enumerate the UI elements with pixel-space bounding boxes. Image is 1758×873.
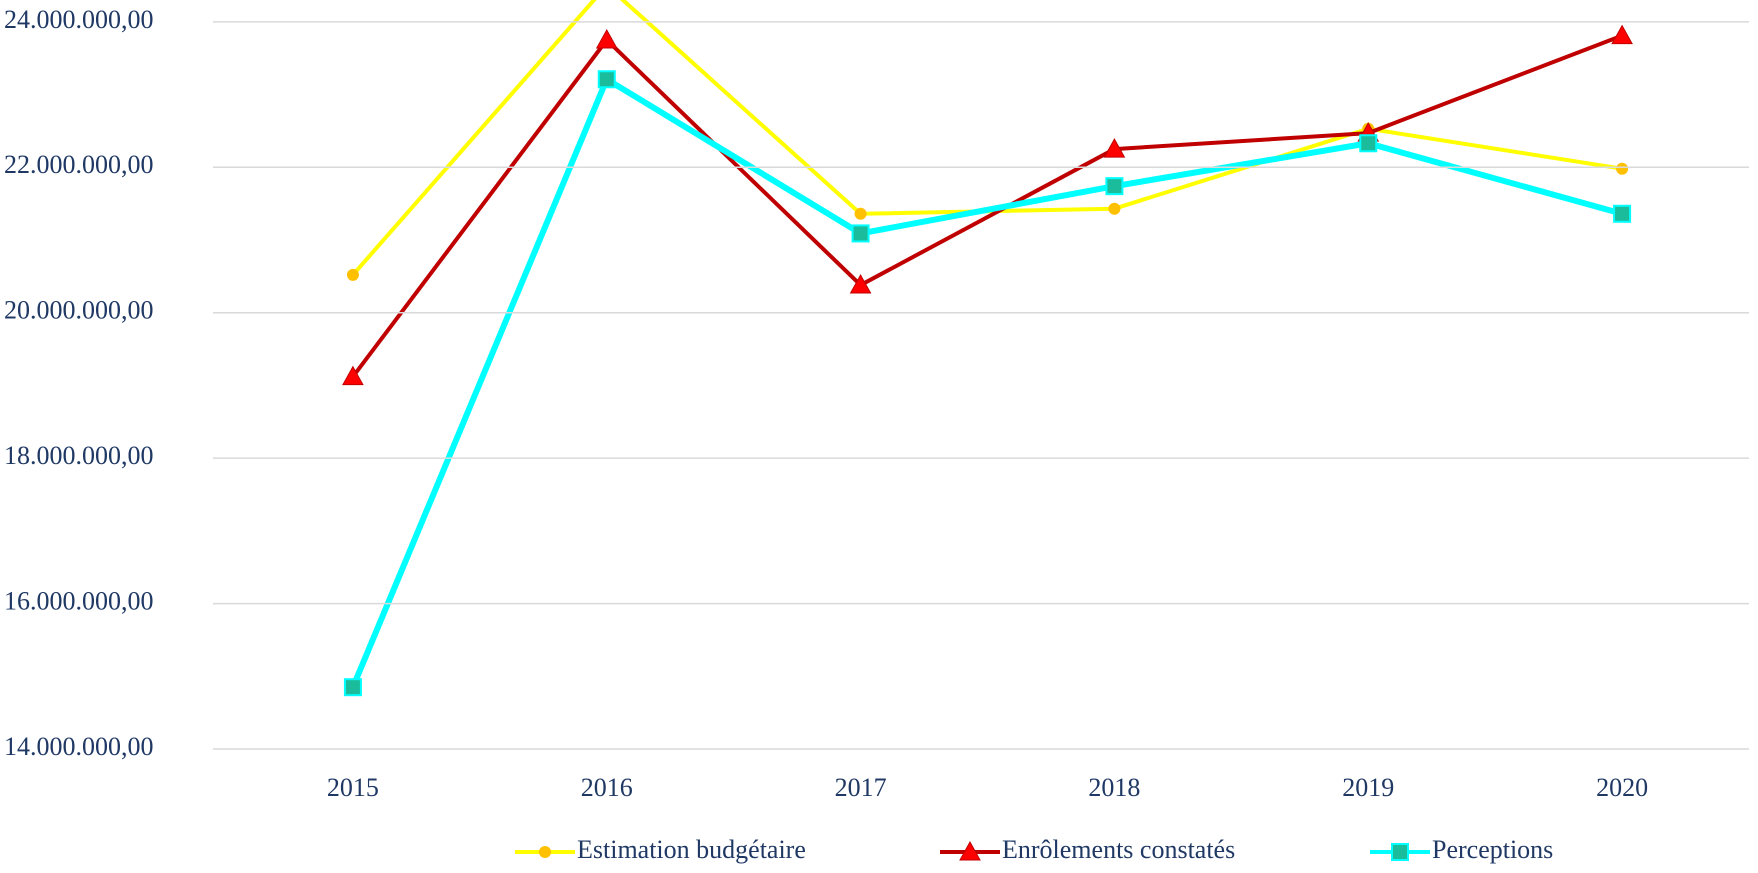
plot-area: [342, 0, 1633, 697]
x-tick-label: 2019: [1342, 773, 1394, 802]
x-tick-label: 2016: [581, 773, 633, 802]
data-point: [1613, 204, 1632, 223]
data-point: [1105, 177, 1124, 196]
legend-marker: [1391, 843, 1409, 861]
data-point: [1611, 24, 1633, 45]
x-tick-label: 2015: [327, 773, 379, 802]
x-tick-label: 2020: [1596, 773, 1648, 802]
data-point: [851, 224, 870, 243]
data-point: [1359, 134, 1378, 153]
data-point: [854, 207, 867, 220]
x-tick-label: 2017: [835, 773, 887, 802]
data-point: [849, 274, 872, 294]
y-tick-label: 24.000.000,00: [4, 5, 154, 34]
legend-label: Estimation budgétaire: [577, 835, 806, 864]
y-tick-label: 20.000.000,00: [4, 296, 154, 325]
legend-label: Perceptions: [1432, 835, 1553, 864]
data-point: [342, 365, 364, 386]
y-tick-label: 18.000.000,00: [4, 441, 154, 470]
legend-label: Enrôlements constatés: [1002, 835, 1235, 864]
series-line: [351, 33, 1623, 378]
y-tick-label: 16.000.000,00: [4, 587, 154, 616]
series-line: [350, 76, 1623, 689]
legend-marker: [539, 846, 551, 858]
y-tick-label: 14.000.000,00: [4, 732, 154, 761]
data-point: [1616, 162, 1629, 175]
y-tick-label: 22.000.000,00: [4, 150, 154, 179]
data-point: [597, 70, 616, 89]
data-point: [346, 268, 359, 281]
data-point: [595, 28, 618, 49]
x-tick-label: 2018: [1088, 773, 1140, 802]
data-point: [343, 678, 362, 697]
data-point: [1103, 138, 1126, 158]
data-point: [1108, 202, 1121, 215]
legend-marker: [959, 840, 981, 861]
